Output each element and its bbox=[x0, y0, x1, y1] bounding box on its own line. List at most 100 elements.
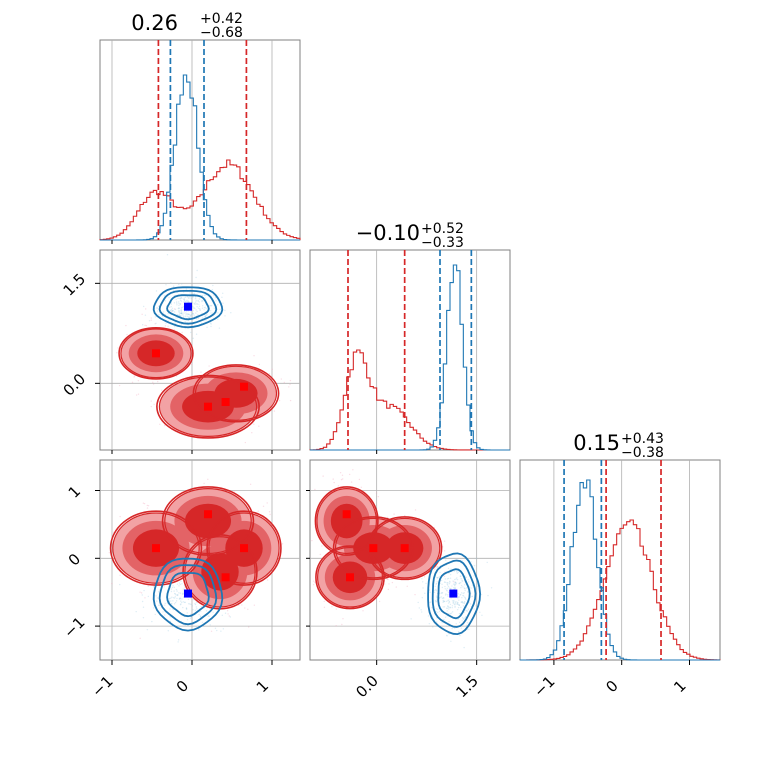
scatter-point-blue bbox=[194, 603, 196, 605]
scatter-point-blue bbox=[186, 612, 188, 614]
scatter-point-blue bbox=[209, 624, 211, 626]
scatter-point-blue bbox=[449, 613, 452, 615]
scatter-point-blue bbox=[179, 303, 182, 305]
scatter-point-red bbox=[119, 515, 121, 518]
scatter-point-blue bbox=[201, 307, 204, 309]
scatter-point-red bbox=[247, 626, 250, 628]
scatter-point-red bbox=[157, 380, 159, 383]
scatter-point-blue bbox=[172, 608, 175, 611]
scatter-point-blue bbox=[460, 575, 462, 577]
scatter-point-blue bbox=[155, 290, 158, 292]
scatter-point-blue bbox=[204, 316, 206, 318]
scatter-point-red bbox=[406, 585, 408, 588]
scatter-point-red bbox=[208, 365, 210, 367]
scatter-point-blue bbox=[191, 301, 194, 304]
scatter-point-blue bbox=[460, 601, 463, 603]
scatter-point-red bbox=[247, 608, 249, 611]
scatter-point-blue bbox=[184, 315, 187, 318]
scatter-point-blue bbox=[152, 586, 155, 588]
scatter-point-blue bbox=[471, 595, 473, 598]
scatter-point-blue bbox=[192, 312, 194, 315]
title-p1-plus: +0.52 bbox=[421, 221, 464, 237]
scatter-point-blue bbox=[178, 283, 180, 286]
scatter-point-blue bbox=[465, 609, 468, 612]
scatter-point-red bbox=[159, 423, 161, 426]
marker-red bbox=[152, 544, 160, 553]
tick-label-y-p2: 0 bbox=[65, 550, 84, 569]
scatter-point-blue bbox=[201, 305, 204, 307]
scatter-point-red bbox=[207, 478, 209, 481]
scatter-point-blue bbox=[191, 314, 193, 316]
scatter-point-red bbox=[137, 379, 140, 382]
scatter-point-blue bbox=[421, 577, 423, 580]
scatter-point-red bbox=[175, 375, 178, 377]
scatter-point-blue bbox=[186, 296, 189, 298]
scatter-point-red bbox=[314, 581, 316, 584]
scatter-point-red bbox=[142, 502, 145, 504]
scatter-point-blue bbox=[175, 600, 178, 602]
scatter-point-blue bbox=[420, 609, 422, 611]
scatter-point-blue bbox=[451, 605, 454, 607]
scatter-point-blue bbox=[189, 617, 192, 620]
scatter-point-red bbox=[348, 473, 351, 476]
scatter-point-blue bbox=[192, 296, 194, 298]
scatter-point-blue bbox=[183, 297, 185, 299]
scatter-point-red bbox=[152, 381, 154, 384]
scatter-point-blue bbox=[187, 300, 190, 302]
scatter-point-blue bbox=[165, 322, 167, 324]
scatter-point-blue bbox=[459, 621, 461, 624]
scatter-point-blue bbox=[438, 610, 441, 613]
scatter-point-blue bbox=[440, 596, 443, 598]
scatter-point-blue bbox=[460, 592, 463, 594]
scatter-point-blue bbox=[445, 593, 447, 595]
scatter-point-blue bbox=[199, 309, 201, 311]
scatter-point-red bbox=[181, 331, 183, 334]
scatter-point-blue bbox=[480, 593, 483, 596]
scatter-point-blue bbox=[156, 600, 158, 602]
scatter-point-blue bbox=[463, 587, 466, 589]
scatter-point-blue bbox=[459, 581, 462, 584]
scatter-point-blue bbox=[224, 612, 227, 614]
scatter-point-blue bbox=[180, 310, 183, 312]
scatter-point-blue bbox=[156, 597, 159, 599]
scatter-point-blue bbox=[437, 608, 439, 610]
scatter-point-blue bbox=[161, 315, 163, 317]
scatter-point-blue bbox=[180, 312, 183, 315]
marker-red bbox=[240, 382, 248, 391]
scatter-point-blue bbox=[194, 303, 196, 305]
scatter-point-blue bbox=[434, 589, 436, 592]
contour-line-red-outer bbox=[314, 486, 443, 610]
scatter-point-blue bbox=[213, 307, 215, 309]
scatter-point-blue bbox=[447, 584, 449, 586]
contour-line-red bbox=[112, 488, 280, 608]
scatter-point-blue bbox=[440, 592, 443, 594]
scatter-point-blue bbox=[192, 337, 194, 340]
scatter-point-blue bbox=[453, 603, 455, 605]
scatter-point-blue bbox=[193, 314, 195, 316]
scatter-point-blue bbox=[458, 596, 460, 598]
scatter-point-blue bbox=[186, 315, 189, 318]
scatter-point-blue bbox=[164, 602, 166, 605]
scatter-point-blue bbox=[174, 601, 177, 604]
scatter-point-blue bbox=[188, 313, 190, 316]
panel-p0-p2-marks bbox=[100, 460, 300, 660]
scatter-point-blue bbox=[457, 602, 459, 604]
scatter-point-red bbox=[377, 495, 380, 498]
scatter-point-red bbox=[266, 502, 268, 504]
scatter-point-blue bbox=[469, 603, 472, 605]
scatter-point-blue bbox=[179, 592, 182, 594]
scatter-point-blue bbox=[189, 315, 192, 317]
scatter-point-red bbox=[319, 553, 321, 556]
scatter-point-blue bbox=[180, 323, 183, 325]
scatter-point-blue bbox=[463, 646, 465, 649]
scatter-point-blue bbox=[475, 605, 477, 607]
scatter-point-blue bbox=[454, 583, 456, 585]
scatter-point-blue bbox=[463, 600, 466, 603]
scatter-point-blue bbox=[180, 312, 182, 315]
scatter-point-red bbox=[283, 381, 286, 384]
scatter-point-blue bbox=[449, 580, 451, 583]
scatter-point-red bbox=[321, 545, 323, 547]
contour-line-blue-2 bbox=[166, 571, 210, 618]
scatter-point-red bbox=[453, 581, 455, 583]
